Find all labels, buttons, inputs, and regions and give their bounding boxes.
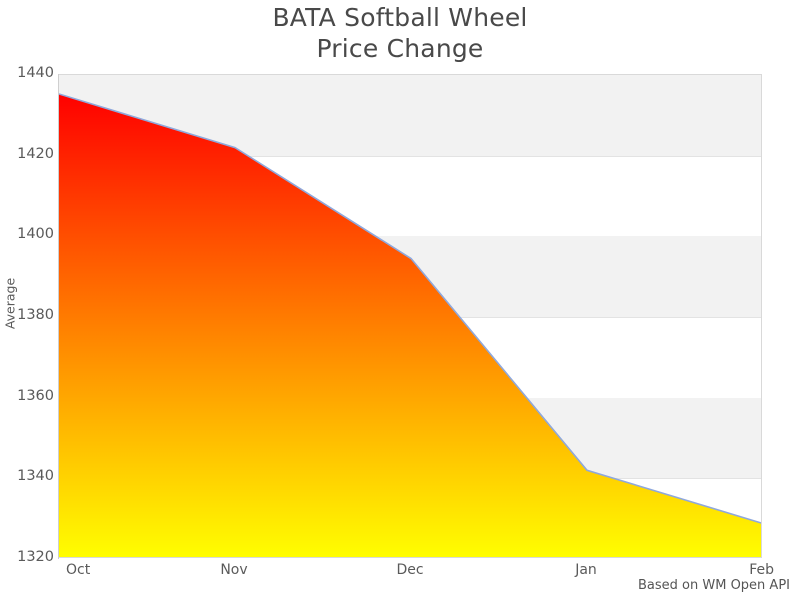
y-tick-label: 1400 xyxy=(17,226,54,243)
chart-title: BATA Softball Wheel Price Change xyxy=(0,2,800,64)
series-line xyxy=(59,93,761,524)
gridline xyxy=(59,155,761,157)
x-tick-label: Feb xyxy=(749,562,774,578)
area-series xyxy=(59,93,761,557)
chart-credit: Based on WM Open API xyxy=(638,578,790,593)
y-axis-line xyxy=(58,74,59,559)
x-tick-label: Dec xyxy=(396,562,424,578)
plot-area xyxy=(58,74,762,558)
chart-title-line-2: Price Change xyxy=(316,34,484,63)
chart-title-line-1: BATA Softball Wheel xyxy=(272,3,528,32)
y-tick-label: 1320 xyxy=(17,549,54,565)
y-tick-label: 1420 xyxy=(17,145,54,162)
y-axis-title: Average xyxy=(2,277,18,330)
x-tick-label: Nov xyxy=(220,562,248,578)
y-axis: 1320 1340 1360 1380 1400 1420 1440 xyxy=(0,0,54,600)
x-tick-label: Jan xyxy=(575,562,597,578)
x-tick-label: Oct xyxy=(66,562,91,578)
y-tick-label: 1360 xyxy=(17,387,54,404)
area-fill xyxy=(59,93,761,557)
y-tick-label: 1380 xyxy=(17,307,54,323)
y-tick-label: 1340 xyxy=(17,468,54,485)
y-tick-label: 1440 xyxy=(17,65,54,81)
